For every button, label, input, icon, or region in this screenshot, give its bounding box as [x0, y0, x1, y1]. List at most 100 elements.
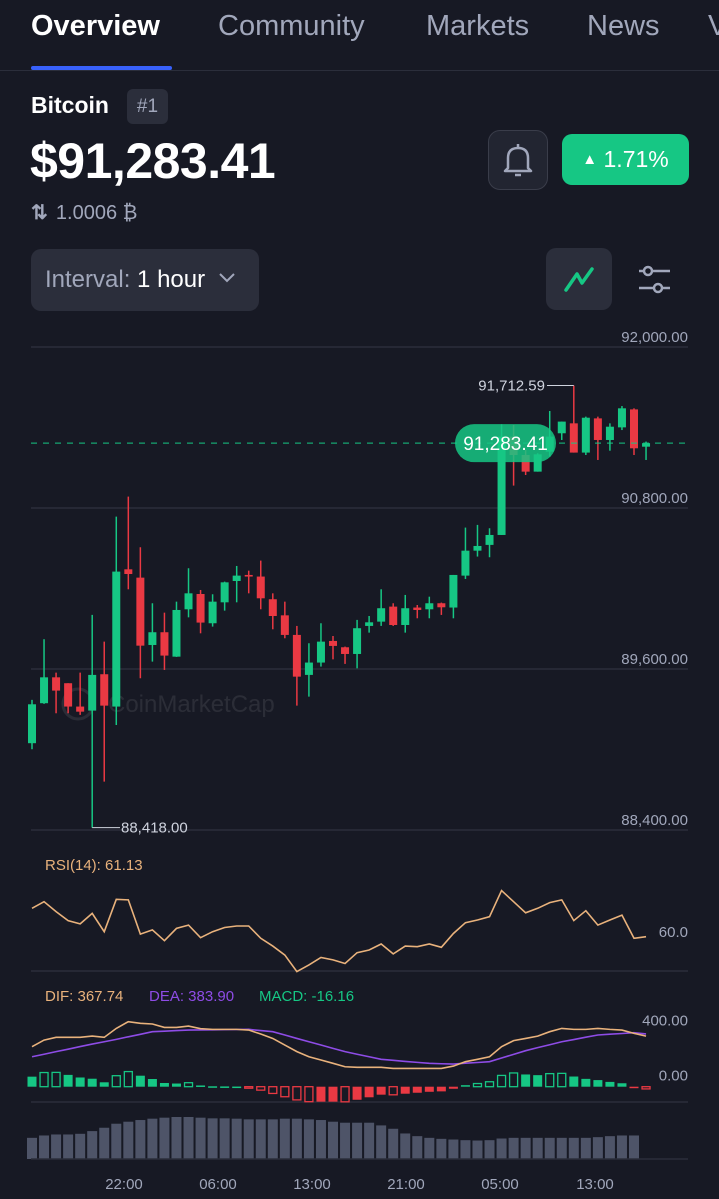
- tab-community[interactable]: Community: [218, 10, 365, 42]
- bell-icon: [503, 144, 533, 177]
- volume-bar: [484, 1140, 495, 1159]
- macd-histogram-bar: [617, 1083, 627, 1087]
- candle-body: [304, 662, 313, 675]
- x-tick-label: 05:00: [481, 1176, 519, 1193]
- macd-histogram-bar: [292, 1086, 302, 1101]
- macd-histogram-bar: [533, 1075, 543, 1087]
- candle-body: [329, 640, 337, 646]
- candle-body: [557, 421, 566, 434]
- macd-histogram-bar: [135, 1075, 145, 1087]
- volume-bar: [243, 1119, 254, 1159]
- macd-histogram-bar: [268, 1086, 278, 1095]
- volume-bar: [412, 1136, 423, 1159]
- coin-price: $91,283.41: [30, 133, 276, 189]
- macd-tick-label: 0.00: [659, 1068, 688, 1085]
- macd-histogram-bar: [376, 1086, 386, 1095]
- macd-histogram-bar: [472, 1082, 483, 1088]
- volume-bar: [436, 1138, 447, 1159]
- current-price-tag: [455, 424, 556, 463]
- macd-histogram-bar: [196, 1085, 206, 1087]
- candle-body: [461, 550, 470, 576]
- macd-histogram-bar: [39, 1071, 49, 1088]
- candle-body: [617, 408, 626, 428]
- volume-bar: [135, 1120, 146, 1159]
- candle-body: [341, 647, 350, 654]
- macd-histogram-bar: [557, 1072, 567, 1088]
- x-tick-label: 22:00: [105, 1176, 143, 1193]
- candle-body: [377, 608, 386, 622]
- candle-body: [365, 622, 374, 626]
- y-tick-label: 88,400.00: [621, 812, 688, 829]
- candle-body: [268, 599, 277, 617]
- macd-histogram-bar: [232, 1086, 242, 1089]
- btc-price: ⇅ 1.0006 ₿: [31, 200, 137, 225]
- tab-markets[interactable]: Markets: [426, 10, 530, 42]
- macd-histogram-bar: [340, 1086, 350, 1103]
- volume-bar: [231, 1118, 242, 1159]
- macd-histogram-bar: [484, 1081, 495, 1088]
- macd-histogram-bar: [316, 1086, 326, 1102]
- low-price-label: 88,418.00: [121, 820, 188, 837]
- candle-body: [256, 576, 265, 599]
- candle-body: [413, 607, 422, 610]
- tab-news[interactable]: News: [587, 10, 660, 42]
- volume-bar: [352, 1122, 363, 1159]
- volume-bar: [629, 1135, 639, 1159]
- candle-body: [136, 577, 145, 646]
- chevron-down-icon: [219, 273, 235, 283]
- volume-bar: [592, 1137, 603, 1159]
- candle-body: [533, 454, 542, 472]
- macd-histogram-bar: [569, 1076, 579, 1087]
- chart-settings-button[interactable]: [634, 262, 674, 298]
- candle-body: [280, 615, 289, 635]
- candle-body: [220, 582, 229, 603]
- candle-body: [76, 706, 85, 712]
- macd-histogram-bar: [171, 1083, 181, 1087]
- macd-histogram-bar: [208, 1086, 218, 1088]
- dif-line: [31, 1020, 647, 1070]
- volume-bar: [496, 1138, 507, 1159]
- current-price-label: 91,283.41: [463, 434, 548, 455]
- chart-type-button[interactable]: [546, 248, 612, 310]
- volume-bar: [51, 1134, 62, 1159]
- volume-bar: [219, 1118, 230, 1159]
- candle-body: [581, 417, 590, 453]
- volume-bar: [460, 1140, 471, 1159]
- macd-histogram-bar: [400, 1086, 410, 1094]
- tab-more[interactable]: V: [708, 10, 719, 42]
- candle-body: [569, 423, 578, 453]
- volume-bar: [303, 1119, 314, 1159]
- candle-body: [521, 455, 530, 472]
- volume-bar: [616, 1135, 627, 1159]
- macd-histogram-bar: [521, 1074, 531, 1087]
- volume-bar: [39, 1135, 50, 1159]
- candle-body: [88, 674, 97, 711]
- candle-body: [642, 443, 651, 447]
- macd-histogram-bar: [99, 1082, 109, 1087]
- volume-bar: [255, 1119, 266, 1159]
- macd-histogram-bar: [27, 1076, 37, 1087]
- macd-histogram-bar: [448, 1086, 458, 1089]
- dea-line: [31, 1028, 647, 1065]
- dif-label: DIF: 367.74: [45, 988, 123, 1005]
- x-tick-label: 21:00: [387, 1176, 425, 1193]
- candle-body: [244, 574, 253, 577]
- macd-histogram-bar: [256, 1086, 266, 1091]
- candle-body: [449, 574, 458, 608]
- volume-bar: [315, 1120, 326, 1159]
- tab-overview[interactable]: Overview: [31, 10, 160, 42]
- macd-histogram-bar: [111, 1075, 121, 1088]
- volume-bar: [508, 1137, 519, 1159]
- candle-body: [112, 571, 121, 707]
- price-alert-button[interactable]: [488, 130, 548, 190]
- y-tick-label: 90,800.00: [621, 490, 688, 507]
- candle-body: [40, 677, 49, 704]
- macd-histogram-bar: [244, 1086, 254, 1089]
- swap-vertical-icon: ⇅: [31, 202, 48, 224]
- interval-dropdown[interactable]: Interval: 1 hour: [31, 249, 259, 311]
- macd-histogram-bar: [328, 1086, 338, 1102]
- candle-body: [160, 632, 169, 656]
- volume-bar: [195, 1117, 206, 1159]
- macd-histogram-bar: [436, 1086, 446, 1092]
